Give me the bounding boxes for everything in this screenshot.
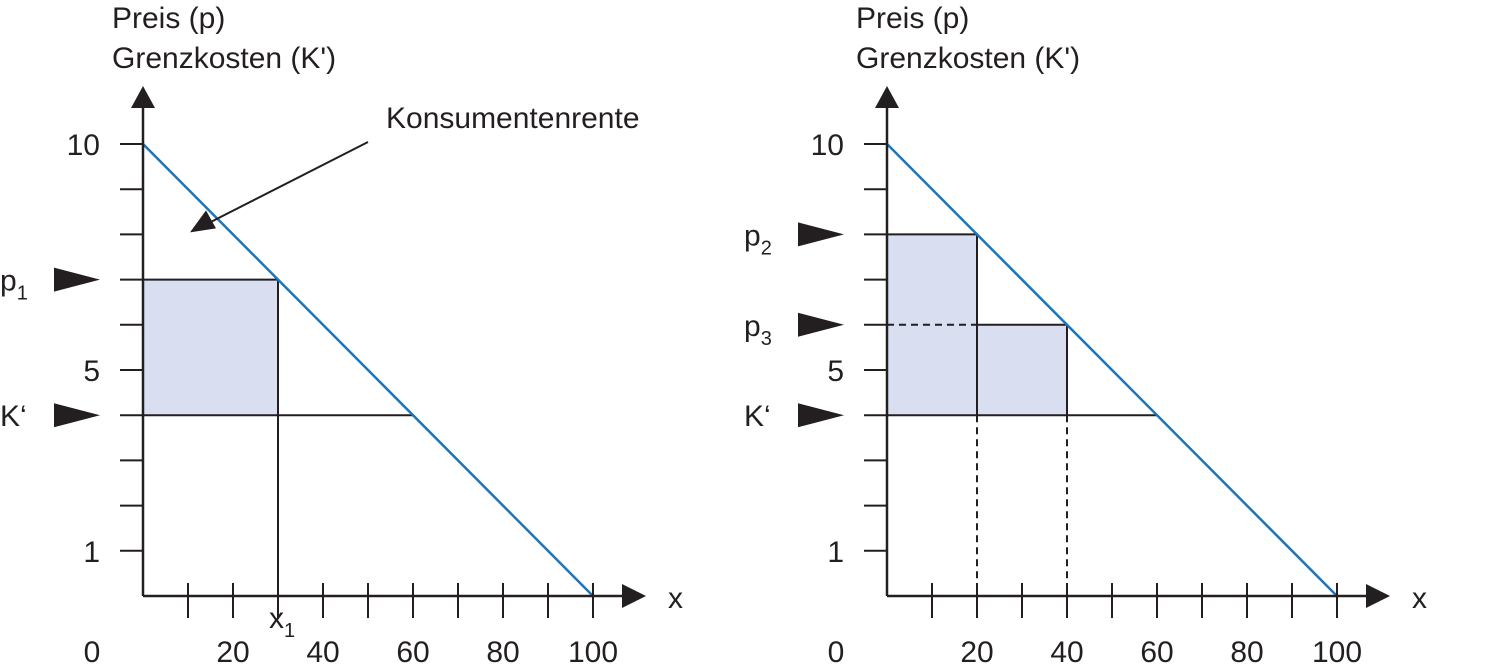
price-marker-label: K‘ <box>744 400 771 433</box>
x-tick-label: 40 <box>1050 636 1083 669</box>
x-marker-label-subscript: 1 <box>284 620 295 642</box>
x-marker-label: x1 <box>269 602 295 642</box>
y-axis-title: Grenzkosten (K') <box>856 42 1080 75</box>
price-marker-label: p2 <box>744 219 772 259</box>
x-axis-title: x <box>668 582 683 615</box>
y-axis-arrow <box>875 86 899 108</box>
price-marker-label-main: K‘ <box>744 400 771 433</box>
y-tick-label: 1 <box>827 536 844 569</box>
price-marker-label-subscript: 2 <box>761 237 772 259</box>
annotation-arrow-head <box>190 210 216 233</box>
x-tick-label: 0 <box>828 636 845 669</box>
x-axis-arrow <box>1366 584 1390 608</box>
y-tick-label: 10 <box>67 129 100 162</box>
x-tick-label: 100 <box>568 636 618 669</box>
x-axis-title: x <box>1412 582 1427 615</box>
price-marker-label-main: p <box>744 219 761 252</box>
price-marker-arrow <box>54 267 100 292</box>
price-marker-label: p3 <box>744 310 772 350</box>
price-marker-label-main: p <box>744 310 761 343</box>
x-tick-label: 100 <box>1312 636 1362 669</box>
price-marker-label: K‘ <box>0 400 27 433</box>
price-marker-label-main: K‘ <box>0 400 27 433</box>
price-marker-label-subscript: 1 <box>17 283 28 305</box>
y-axis-title: Preis (p) <box>112 2 225 35</box>
x-marker-label-main: x <box>269 602 284 635</box>
shaded-area-1 <box>977 324 1067 416</box>
x-tick-label: 60 <box>396 636 429 669</box>
price-marker-label-subscript: 3 <box>761 328 772 350</box>
demand-line <box>886 143 1338 597</box>
y-tick-label: 5 <box>827 355 844 388</box>
annotation-arrow-line <box>209 141 369 224</box>
price-marker-arrow <box>798 403 844 428</box>
x-tick-label: 80 <box>486 636 519 669</box>
x-tick-label: 20 <box>960 636 993 669</box>
x-tick-label: 80 <box>1230 636 1263 669</box>
price-marker-label: p1 <box>0 265 28 305</box>
price-marker-arrow <box>798 312 844 337</box>
x-tick-label: 60 <box>1140 636 1173 669</box>
x-axis-arrow <box>622 584 646 608</box>
y-axis-arrow <box>131 86 155 108</box>
price-marker-arrow <box>54 403 100 428</box>
x-tick-label: 20 <box>216 636 249 669</box>
y-tick-label: 5 <box>83 355 100 388</box>
y-axis-title: Grenzkosten (K') <box>112 42 336 75</box>
price-marker-label-main: p <box>0 265 17 298</box>
x-tick-label: 0 <box>84 636 101 669</box>
x-tick-label: 40 <box>306 636 339 669</box>
annotation-label: Konsumentenrente <box>386 102 640 135</box>
shaded-area-0 <box>143 279 278 416</box>
price-marker-arrow <box>798 222 844 247</box>
y-tick-label: 1 <box>83 536 100 569</box>
y-axis-title: Preis (p) <box>856 2 969 35</box>
y-tick-label: 10 <box>811 129 844 162</box>
